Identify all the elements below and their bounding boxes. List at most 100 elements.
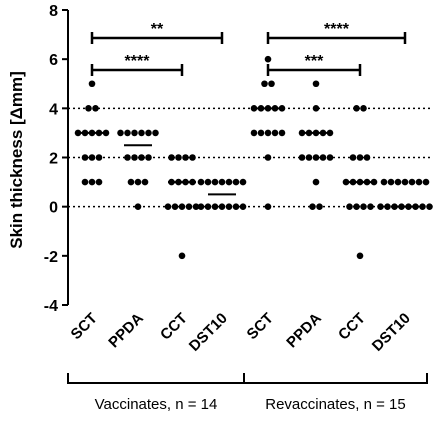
- dot: [312, 154, 320, 161]
- dot: [204, 178, 212, 186]
- x-tick-label: SCT: [68, 310, 101, 343]
- dot: [257, 129, 265, 137]
- significance-bracket: [90, 32, 224, 44]
- dot: [171, 203, 179, 210]
- dot: [264, 154, 272, 161]
- dot: [305, 154, 313, 161]
- dot: [197, 203, 205, 210]
- dot: [377, 203, 384, 210]
- significance-label: **: [151, 21, 164, 38]
- significance-label: ****: [125, 53, 151, 70]
- dot: [145, 154, 152, 161]
- y-tick-label: 0: [49, 200, 58, 217]
- significance-label: ***: [305, 53, 324, 70]
- dot: [88, 178, 96, 186]
- dot: [264, 203, 272, 210]
- dot: [353, 105, 360, 112]
- dot: [117, 129, 124, 137]
- x-tick-label: DST10: [186, 310, 231, 355]
- dot: [192, 203, 200, 210]
- dot: [353, 203, 360, 210]
- dot: [138, 154, 145, 161]
- dot: [131, 129, 138, 137]
- dot: [394, 178, 402, 186]
- dot: [225, 178, 233, 186]
- dot: [232, 203, 240, 210]
- dot: [178, 252, 186, 260]
- x-tick-label: SCT: [244, 310, 277, 343]
- dot: [168, 154, 175, 161]
- y-tick-label: 6: [49, 52, 58, 69]
- dot: [312, 178, 320, 186]
- dot: [197, 178, 205, 186]
- group-bracket: [243, 373, 428, 384]
- group-label: Vaccinates, n = 14: [95, 396, 218, 413]
- dot: [356, 154, 364, 161]
- dot: [134, 203, 142, 210]
- group-bracket: [67, 373, 245, 384]
- dot: [360, 203, 367, 210]
- dot: [312, 80, 320, 88]
- significance-bracket: [90, 64, 184, 76]
- dot: [346, 203, 353, 210]
- dot: [182, 154, 189, 161]
- dot: [127, 178, 135, 186]
- dot: [387, 178, 395, 186]
- dot: [211, 178, 219, 186]
- dot: [189, 154, 196, 161]
- dot: [124, 154, 131, 161]
- dot: [124, 129, 131, 137]
- dot: [88, 80, 96, 88]
- dot: [419, 203, 426, 210]
- dot: [264, 55, 272, 63]
- dot: [426, 203, 433, 210]
- y-tick-label: -2: [44, 249, 58, 266]
- x-tick-label: PPDA: [283, 310, 325, 352]
- x-tick-label: DST10: [369, 310, 414, 355]
- x-tick-label: CCT: [157, 310, 191, 344]
- dot: [309, 203, 316, 210]
- dot: [92, 105, 99, 112]
- y-tick-label: 4: [49, 101, 58, 118]
- dot: [85, 105, 92, 112]
- dot: [95, 178, 103, 186]
- dot: [356, 252, 364, 260]
- group-label: Revaccinates, n = 15: [265, 396, 406, 413]
- dot: [250, 129, 258, 137]
- x-tick-label: PPDA: [105, 310, 147, 352]
- significance-bracket: [266, 32, 407, 44]
- dot: [239, 178, 247, 186]
- y-tick-label: 2: [49, 151, 58, 168]
- y-axis-label: Skin thickness [Δmm]: [7, 71, 26, 249]
- dot: [164, 203, 172, 210]
- dot: [271, 129, 279, 137]
- dot: [81, 154, 89, 161]
- dot: [178, 203, 186, 210]
- dot: [81, 178, 89, 186]
- dot: [239, 203, 247, 210]
- dot: [141, 178, 149, 186]
- dot: [268, 80, 275, 88]
- dot: [415, 178, 423, 186]
- dot: [367, 203, 374, 210]
- dot: [218, 178, 226, 186]
- dot: [380, 178, 388, 186]
- dot: [134, 178, 142, 186]
- dot: [152, 129, 159, 137]
- dot: [298, 154, 306, 161]
- dot: [384, 203, 391, 210]
- significance-label: ****: [324, 21, 350, 38]
- dot: [211, 203, 219, 210]
- dot: [319, 154, 327, 161]
- significance-bracket: [266, 64, 362, 76]
- dot: [261, 80, 268, 88]
- x-tick-label: CCT: [335, 310, 369, 344]
- dot: [95, 154, 103, 161]
- dot: [232, 178, 240, 186]
- dot: [401, 178, 409, 186]
- dot: [264, 129, 272, 137]
- y-tick-label: -4: [44, 298, 58, 315]
- dot: [422, 178, 430, 186]
